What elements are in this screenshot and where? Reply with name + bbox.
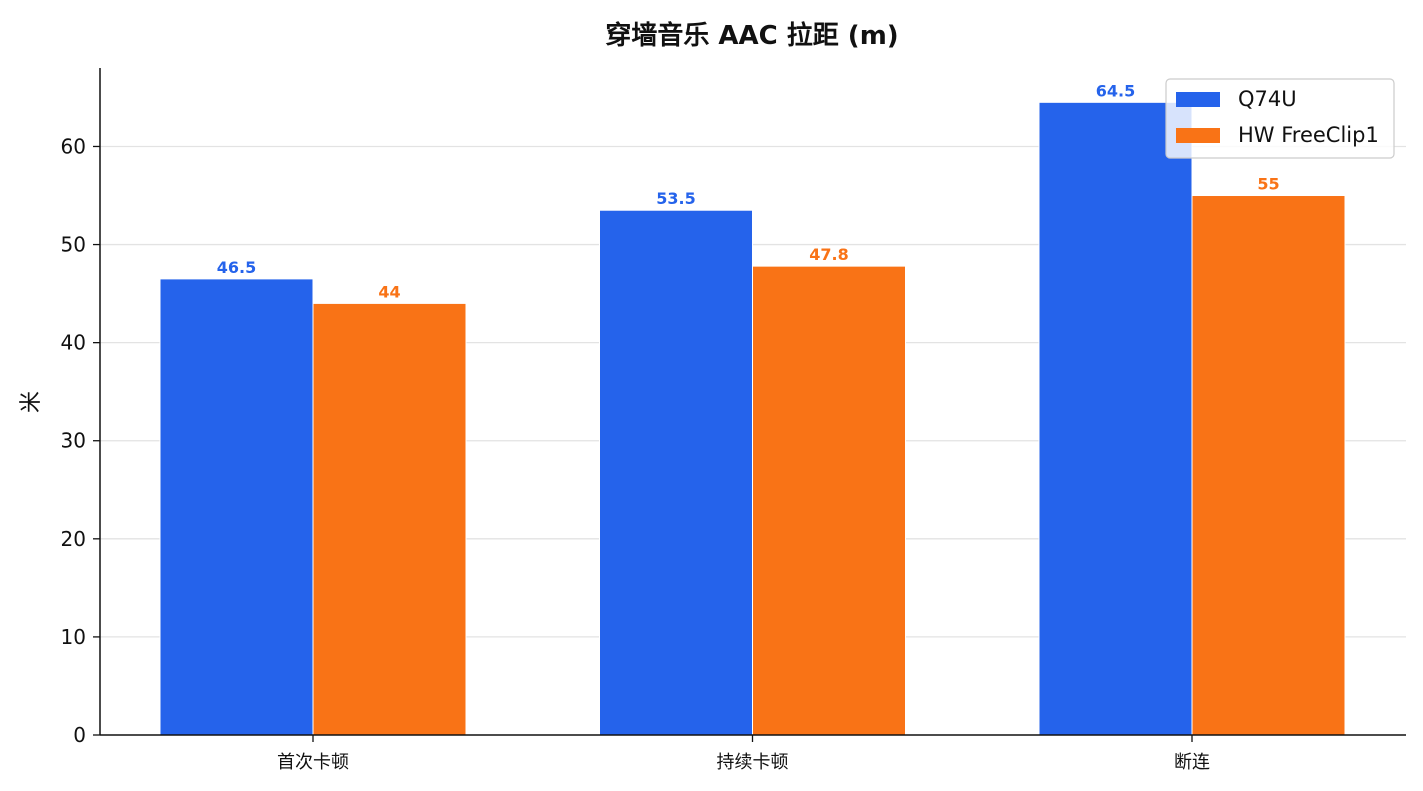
y-tick-label: 20 [61,527,86,551]
data-label: 47.8 [809,245,848,264]
data-label: 53.5 [656,189,695,208]
legend-swatch [1176,92,1220,107]
bar [1038,101,1193,736]
y-tick-label: 60 [61,134,86,158]
axes: 0 10 20 30 40 50 60 首次卡顿 持续卡顿 断连 [61,68,1406,773]
y-tick-label: 30 [61,429,86,453]
data-label: 46.5 [217,258,256,277]
legend: Q74U HW FreeClip1 [1165,78,1395,159]
x-tick-label: 持续卡顿 [717,752,789,773]
bars [159,101,1346,736]
legend-label: HW FreeClip1 [1238,123,1379,147]
bar [159,278,314,736]
bar [752,265,906,736]
legend-swatch [1176,128,1220,143]
data-label: 64.5 [1096,81,1135,100]
y-axis-label: 米 [19,391,44,413]
legend-box [1165,78,1395,159]
x-tick-label: 断连 [1174,752,1210,773]
bar [1191,195,1346,736]
legend-label: Q74U [1238,87,1297,111]
x-tick-label: 首次卡顿 [277,752,349,773]
chart-title: 穿墙音乐 AAC 拉距 (m) [605,20,898,51]
bar [599,209,753,736]
y-tick-label: 40 [61,331,86,355]
data-label: 44 [378,282,400,301]
y-tick-label: 10 [61,625,86,649]
y-tick-label: 0 [73,723,86,747]
data-labels: 46.5 44 53.5 47.8 64.5 55 [217,81,1280,301]
bar [312,302,467,736]
y-tick-label: 50 [61,233,86,257]
data-label: 55 [1257,175,1279,194]
